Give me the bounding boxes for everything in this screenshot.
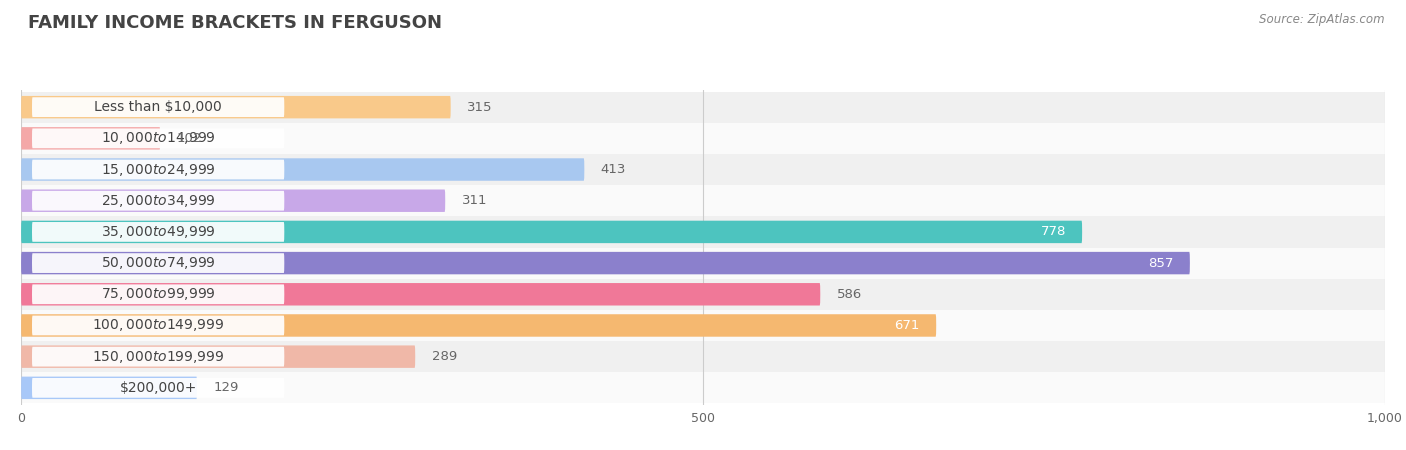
FancyBboxPatch shape <box>21 252 1189 274</box>
FancyBboxPatch shape <box>32 378 284 398</box>
FancyBboxPatch shape <box>32 284 284 304</box>
FancyBboxPatch shape <box>21 283 820 306</box>
Bar <box>21 310 1385 341</box>
Text: 857: 857 <box>1149 256 1174 270</box>
Text: 586: 586 <box>837 288 862 301</box>
Text: Source: ZipAtlas.com: Source: ZipAtlas.com <box>1260 14 1385 27</box>
Text: 671: 671 <box>894 319 920 332</box>
Bar <box>21 372 1385 404</box>
Text: $50,000 to $74,999: $50,000 to $74,999 <box>101 255 215 271</box>
Bar <box>21 341 1385 372</box>
FancyBboxPatch shape <box>21 189 446 212</box>
FancyBboxPatch shape <box>21 158 585 181</box>
Text: FAMILY INCOME BRACKETS IN FERGUSON: FAMILY INCOME BRACKETS IN FERGUSON <box>28 14 441 32</box>
FancyBboxPatch shape <box>21 220 1083 243</box>
Text: 129: 129 <box>214 381 239 394</box>
FancyBboxPatch shape <box>32 347 284 367</box>
FancyBboxPatch shape <box>32 128 284 148</box>
Text: Less than $10,000: Less than $10,000 <box>94 100 222 114</box>
FancyBboxPatch shape <box>32 97 284 117</box>
Text: $150,000 to $199,999: $150,000 to $199,999 <box>91 349 225 364</box>
Text: $15,000 to $24,999: $15,000 to $24,999 <box>101 162 215 178</box>
Text: $200,000+: $200,000+ <box>120 381 197 395</box>
FancyBboxPatch shape <box>21 346 415 368</box>
Text: $10,000 to $14,999: $10,000 to $14,999 <box>101 130 215 146</box>
FancyBboxPatch shape <box>21 96 451 118</box>
FancyBboxPatch shape <box>32 222 284 242</box>
Bar <box>21 248 1385 279</box>
Text: 311: 311 <box>461 194 486 207</box>
FancyBboxPatch shape <box>21 127 160 149</box>
FancyBboxPatch shape <box>32 191 284 211</box>
Bar <box>21 154 1385 185</box>
Bar <box>21 123 1385 154</box>
Text: $25,000 to $34,999: $25,000 to $34,999 <box>101 193 215 209</box>
FancyBboxPatch shape <box>21 377 197 399</box>
Text: $100,000 to $149,999: $100,000 to $149,999 <box>91 317 225 333</box>
Bar <box>21 279 1385 310</box>
Text: 289: 289 <box>432 350 457 363</box>
Text: $35,000 to $49,999: $35,000 to $49,999 <box>101 224 215 240</box>
FancyBboxPatch shape <box>21 314 936 337</box>
Bar <box>21 216 1385 248</box>
FancyBboxPatch shape <box>32 160 284 180</box>
Bar <box>21 91 1385 123</box>
FancyBboxPatch shape <box>32 253 284 273</box>
Text: 315: 315 <box>467 101 492 114</box>
Text: 102: 102 <box>177 132 202 145</box>
Text: 778: 778 <box>1040 225 1066 238</box>
Bar <box>21 185 1385 216</box>
FancyBboxPatch shape <box>32 315 284 335</box>
Text: 413: 413 <box>600 163 626 176</box>
Text: $75,000 to $99,999: $75,000 to $99,999 <box>101 286 215 302</box>
